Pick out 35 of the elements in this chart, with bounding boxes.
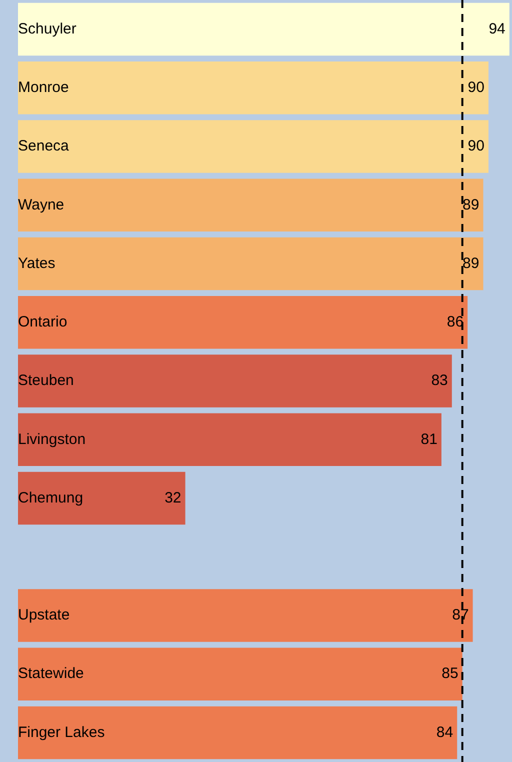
data-label: 90 [468, 79, 484, 96]
bar [18, 648, 462, 700]
data-label: 89 [462, 196, 480, 214]
bar [18, 62, 488, 114]
y-tick-label: Seneca [18, 138, 70, 155]
y-tick-label: Monroe [18, 79, 69, 96]
bar [18, 589, 473, 642]
data-label: 32 [164, 489, 182, 506]
data-label: 84 [436, 724, 454, 741]
bar [18, 2, 510, 56]
y-tick-label: Yates [18, 254, 56, 272]
data-label: 87 [452, 606, 469, 624]
bar [18, 472, 186, 525]
bar [18, 296, 468, 349]
y-tick-label: Statewide [18, 665, 84, 682]
y-tick-label: Finger Lakes [18, 724, 105, 741]
data-label: 89 [462, 254, 480, 272]
y-tick-label: Ontario [18, 314, 68, 331]
y-tick-label: Schuyler [18, 20, 76, 38]
bar [18, 354, 452, 408]
data-label: 90 [468, 138, 484, 155]
y-tick-label: Chemung [18, 489, 84, 506]
y-tick-label: Steuben [18, 372, 74, 390]
y-tick-label: Livingston [18, 430, 86, 448]
bar [18, 237, 484, 290]
y-tick-label: Wayne [18, 196, 64, 214]
bar [18, 413, 442, 466]
data-label: 85 [442, 665, 458, 682]
data-label: 94 [488, 20, 506, 38]
bar [18, 120, 488, 173]
y-tick-label: Upstate [18, 606, 70, 624]
data-label: 81 [420, 430, 438, 448]
data-label: 83 [431, 372, 448, 390]
bar [18, 178, 484, 232]
bar [18, 706, 458, 760]
